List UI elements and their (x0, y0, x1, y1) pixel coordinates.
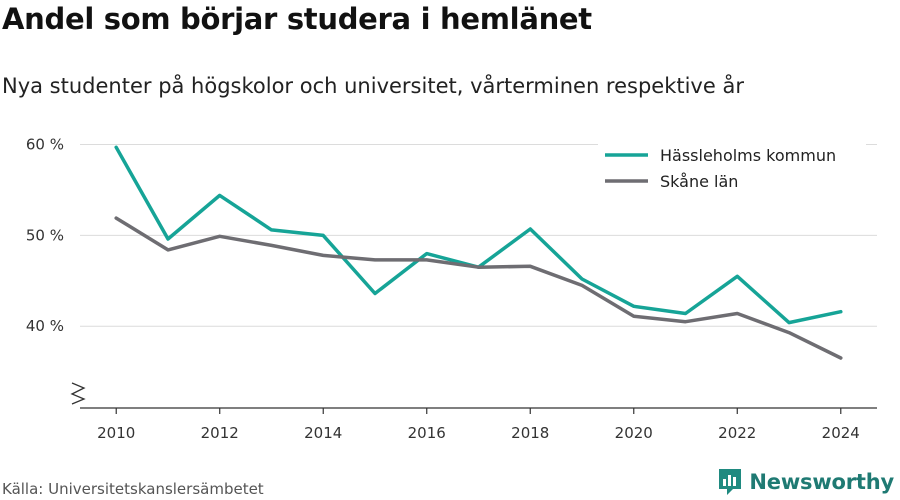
x-tick-label: 2020 (615, 424, 653, 442)
axis-break-icon (70, 382, 86, 405)
x-tick-label: 2016 (408, 424, 446, 442)
brand-name: Newsworthy (749, 470, 894, 494)
x-tick-label: 2010 (97, 424, 135, 442)
legend-box (598, 140, 866, 192)
x-tick-label: 2012 (201, 424, 239, 442)
x-tick-label: 2022 (718, 424, 756, 442)
x-tick-label: 2014 (304, 424, 342, 442)
source-note: Källa: Universitetskanslersämbetet (2, 480, 264, 498)
y-tick-label: 50 % (26, 226, 64, 244)
series-line (114, 216, 843, 360)
y-tick-label: 60 % (26, 136, 64, 154)
x-tick-label: 2024 (822, 424, 860, 442)
legend-label: Skåne län (660, 172, 738, 191)
x-tick-label: 2018 (511, 424, 549, 442)
legend-label: Hässleholms kommun (660, 146, 836, 165)
bar-chart-logo-icon (719, 469, 742, 495)
brand-logo: Newsworthy (717, 467, 894, 497)
y-tick-label: 40 % (26, 317, 64, 335)
chart-subtitle: Nya studenter på högskolor och universit… (2, 74, 744, 98)
chart-title: Andel som börjar studera i hemlänet (2, 2, 592, 36)
